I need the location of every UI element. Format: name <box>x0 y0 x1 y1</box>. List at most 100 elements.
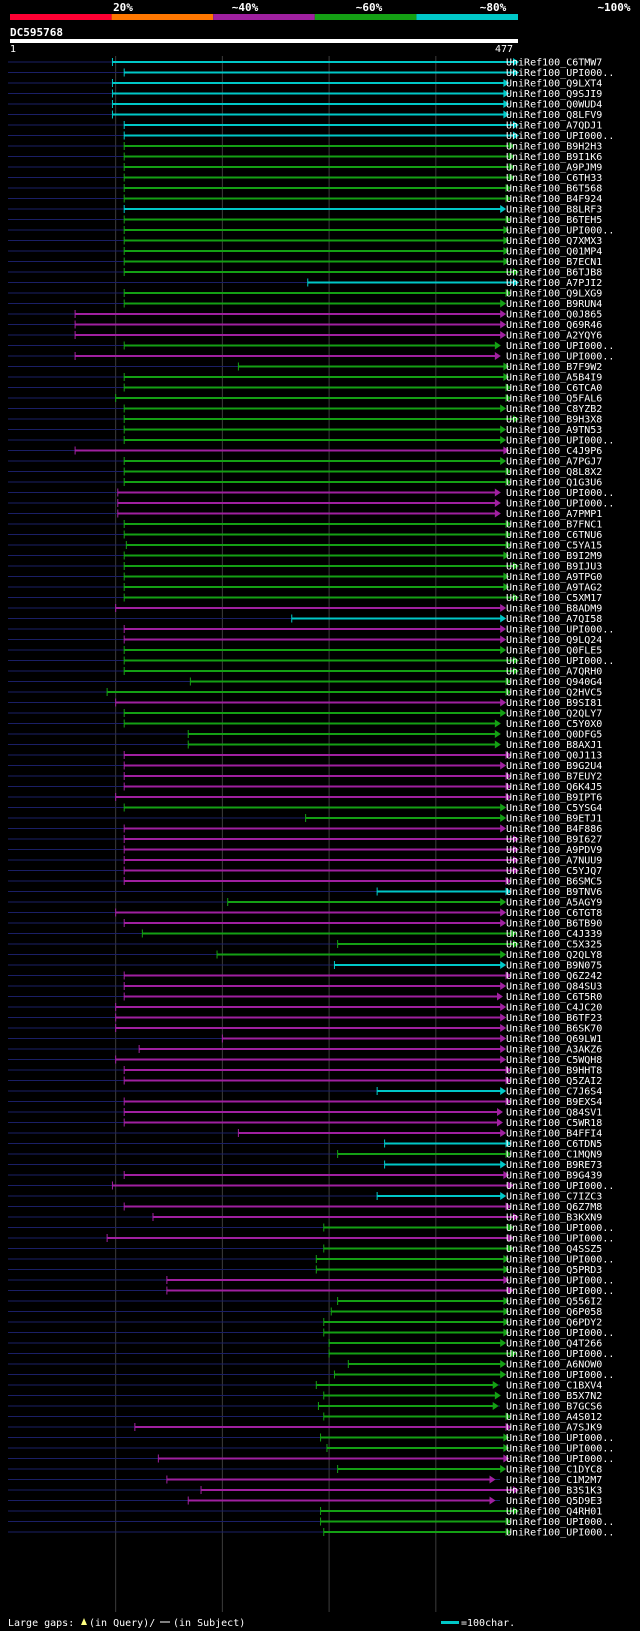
hit-row[interactable]: UniRef100_B7FNC1 <box>8 520 602 531</box>
hit-label[interactable]: UniRef100_B7F9W2 <box>506 362 602 373</box>
hit-label[interactable]: UniRef100_Q84SU3 <box>506 982 602 993</box>
hit-label[interactable]: UniRef100_UPI000.. <box>506 656 614 667</box>
hit-label[interactable]: UniRef100_Q69R46 <box>506 320 602 331</box>
hit-row[interactable]: UniRef100_Q2HVC5 <box>8 688 602 699</box>
hit-label[interactable]: UniRef100_UPI000.. <box>506 131 614 142</box>
hit-label[interactable]: UniRef100_Q4SSZ5 <box>506 1244 602 1255</box>
hit-row[interactable]: UniRef100_B6SMC5 <box>8 877 602 888</box>
hit-label[interactable]: UniRef100_UPI000.. <box>506 68 614 79</box>
hit-row[interactable]: UniRef100_B9RE73 <box>8 1160 602 1171</box>
hit-label[interactable]: UniRef100_B5X7N2 <box>506 1391 602 1402</box>
hit-label[interactable]: UniRef100_C6TGT8 <box>506 908 602 919</box>
hit-row[interactable]: UniRef100_Q0J865 <box>8 310 602 321</box>
hit-label[interactable]: UniRef100_C1MQN9 <box>506 1150 602 1161</box>
hit-label[interactable]: UniRef100_UPI000.. <box>506 341 614 352</box>
hit-row[interactable]: UniRef100_A7SJK9 <box>8 1423 602 1434</box>
hit-row[interactable]: UniRef100_B9ETJ1 <box>8 814 602 825</box>
hit-row[interactable]: UniRef100_A7PMP1 <box>8 509 602 520</box>
hit-row[interactable]: UniRef100_Q5ZAI2 <box>8 1076 602 1087</box>
hit-label[interactable]: UniRef100_UPI000.. <box>506 1223 614 1234</box>
hit-label[interactable]: UniRef100_C7IZC3 <box>506 1192 602 1203</box>
hit-row[interactable]: UniRef100_Q9LQ24 <box>8 635 602 646</box>
hit-row[interactable]: UniRef100_Q84SU3 <box>8 982 602 993</box>
hit-row[interactable]: UniRef100_Q940G4 <box>8 677 602 688</box>
hit-row[interactable]: UniRef100_C6T5R0 <box>8 992 602 1003</box>
hit-label[interactable]: UniRef100_C5X325 <box>506 940 602 951</box>
hit-row[interactable]: UniRef100_Q1G3U6 <box>8 478 602 489</box>
hit-row[interactable]: UniRef100_Q5D9E3 <box>8 1496 602 1507</box>
hit-label[interactable]: UniRef100_UPI000.. <box>506 1276 614 1287</box>
hit-row[interactable]: UniRef100_A5AGY9 <box>8 898 602 909</box>
hit-row[interactable]: UniRef100_Q0WUD4 <box>8 100 602 111</box>
hit-label[interactable]: UniRef100_B7FNC1 <box>506 520 602 531</box>
hit-label[interactable]: UniRef100_B4F886 <box>506 824 602 835</box>
hit-label[interactable]: UniRef100_A3AKZ6 <box>506 1045 602 1056</box>
hit-row[interactable]: UniRef100_C6TMW7 <box>8 58 602 69</box>
hit-row[interactable]: UniRef100_C8YZB2 <box>8 404 602 415</box>
hit-label[interactable]: UniRef100_A9PDV9 <box>506 845 602 856</box>
hit-label[interactable]: UniRef100_B9G439 <box>506 1171 602 1182</box>
hit-row[interactable]: UniRef100_UPI000.. <box>8 341 614 352</box>
hit-label[interactable]: UniRef100_B9HHT8 <box>506 1066 602 1077</box>
hit-label[interactable]: UniRef100_B8AXJ1 <box>506 740 602 751</box>
hit-row[interactable]: UniRef100_C4JC20 <box>8 1003 602 1014</box>
hit-row[interactable]: UniRef100_A7PJI2 <box>8 278 602 289</box>
hit-row[interactable]: UniRef100_B6TEH5 <box>8 215 602 226</box>
hit-label[interactable]: UniRef100_A4S012 <box>506 1412 602 1423</box>
hit-row[interactable]: UniRef100_Q6Z7M8 <box>8 1202 602 1213</box>
hit-row[interactable]: UniRef100_B9I1K6 <box>8 152 602 163</box>
hit-label[interactable]: UniRef100_C6TNU6 <box>506 530 602 541</box>
hit-label[interactable]: UniRef100_UPI000.. <box>506 352 614 363</box>
hit-label[interactable]: UniRef100_A7SJK9 <box>506 1423 602 1434</box>
hit-label[interactable]: UniRef100_B6T568 <box>506 184 602 195</box>
hit-label[interactable]: UniRef100_C1DYC8 <box>506 1465 602 1476</box>
hit-row[interactable]: UniRef100_A7QDJ1 <box>8 121 602 132</box>
hit-label[interactable]: UniRef100_Q0J113 <box>506 751 602 762</box>
hit-row[interactable]: UniRef100_B8LRF3 <box>8 205 602 216</box>
hit-label[interactable]: UniRef100_C4J9P6 <box>506 446 602 457</box>
hit-label[interactable]: UniRef100_UPI000.. <box>506 226 614 237</box>
hit-label[interactable]: UniRef100_UPI000.. <box>506 1349 614 1360</box>
hit-row[interactable]: UniRef100_Q8LFV9 <box>8 110 602 121</box>
hit-label[interactable]: UniRef100_UPI000.. <box>506 488 614 499</box>
hit-label[interactable]: UniRef100_Q8LFV9 <box>506 110 602 121</box>
hit-row[interactable]: UniRef100_B8ADM9 <box>8 604 602 615</box>
hit-row[interactable]: UniRef100_C5XM17 <box>8 593 602 604</box>
hit-row[interactable]: UniRef100_A7QI58 <box>8 614 602 625</box>
hit-row[interactable]: UniRef100_C5YJQ7 <box>8 866 602 877</box>
hit-label[interactable]: UniRef100_A7QI58 <box>506 614 602 625</box>
hit-row[interactable]: UniRef100_UPI000.. <box>8 1223 614 1234</box>
hit-row[interactable]: UniRef100_B9TNV6 <box>8 887 602 898</box>
hit-row[interactable]: UniRef100_Q0FLE5 <box>8 646 602 657</box>
hit-label[interactable]: UniRef100_B6SK70 <box>506 1024 602 1035</box>
hit-label[interactable]: UniRef100_UPI000.. <box>506 1255 614 1266</box>
hit-label[interactable]: UniRef100_C6TCA0 <box>506 383 602 394</box>
hit-label[interactable]: UniRef100_Q5FAL6 <box>506 394 602 405</box>
hit-label[interactable]: UniRef100_C5YA15 <box>506 541 602 552</box>
hit-label[interactable]: UniRef100_A7QDJ1 <box>506 121 602 132</box>
hit-row[interactable]: UniRef100_B9H2H3 <box>8 142 602 153</box>
hit-row[interactable]: UniRef100_Q6PDY2 <box>8 1318 602 1329</box>
hit-row[interactable]: UniRef100_C6TNU6 <box>8 530 602 541</box>
hit-label[interactable]: UniRef100_Q9LQ24 <box>506 635 602 646</box>
hit-row[interactable]: UniRef100_UPI000.. <box>8 499 614 510</box>
hit-row[interactable]: UniRef100_A9TN53 <box>8 425 602 436</box>
hit-label[interactable]: UniRef100_C5WR18 <box>506 1118 602 1129</box>
hit-row[interactable]: UniRef100_C1DYC8 <box>8 1465 602 1476</box>
hit-row[interactable]: UniRef100_A9TAG2 <box>8 583 602 594</box>
hit-label[interactable]: UniRef100_Q6PDY2 <box>506 1318 602 1329</box>
hit-row[interactable]: UniRef100_C5WQH8 <box>8 1055 602 1066</box>
hit-row[interactable]: UniRef100_B9IJU3 <box>8 562 602 573</box>
hit-row[interactable]: UniRef100_A6NOW0 <box>8 1360 602 1371</box>
hit-row[interactable]: UniRef100_A2YQY6 <box>8 331 602 342</box>
hit-row[interactable]: UniRef100_A5B4I9 <box>8 373 602 384</box>
hit-label[interactable]: UniRef100_B9IPT6 <box>506 793 602 804</box>
hit-label[interactable]: UniRef100_B8LRF3 <box>506 205 602 216</box>
hit-label[interactable]: UniRef100_B9RE73 <box>506 1160 602 1171</box>
hit-label[interactable]: UniRef100_Q9SJI9 <box>506 89 602 100</box>
hit-label[interactable]: UniRef100_A2YQY6 <box>506 331 602 342</box>
hit-label[interactable]: UniRef100_A9TN53 <box>506 425 602 436</box>
hit-label[interactable]: UniRef100_Q556I2 <box>506 1297 602 1308</box>
hit-label[interactable]: UniRef100_Q5D9E3 <box>506 1496 602 1507</box>
hit-row[interactable]: UniRef100_B6TB90 <box>8 919 602 930</box>
